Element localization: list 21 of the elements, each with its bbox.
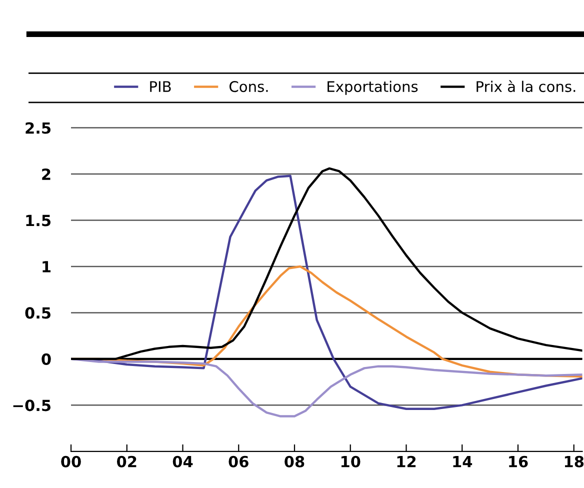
x-tick-label: 08: [284, 456, 304, 468]
x-tick-label: 06: [228, 456, 248, 468]
y-tick-label: 1.5: [26, 214, 51, 226]
y-tick-label: 2: [42, 168, 50, 180]
y-tick-label: −0.5: [13, 400, 51, 412]
legend-label: PIB: [150, 81, 171, 92]
y-tick-label: 2.5: [26, 122, 51, 134]
legend-label: Exportations: [328, 80, 418, 95]
x-tick-label: 10: [341, 456, 360, 468]
y-tick-label: 0.5: [25, 307, 51, 319]
x-tick-label: 12: [397, 456, 416, 468]
x-tick-label: 14: [453, 456, 472, 468]
y-tick-label: 0: [42, 353, 51, 365]
x-tick-label: 04: [172, 456, 193, 468]
legend-label: Prix à la cons.: [476, 80, 576, 92]
x-tick-label: 18: [564, 456, 584, 468]
x-tick-label: 02: [116, 456, 136, 468]
legend-label: Cons.: [230, 81, 268, 92]
x-tick-label: 16: [509, 456, 528, 468]
x-tick-label: 00: [61, 456, 81, 468]
y-tick-label: 1: [42, 261, 51, 272]
